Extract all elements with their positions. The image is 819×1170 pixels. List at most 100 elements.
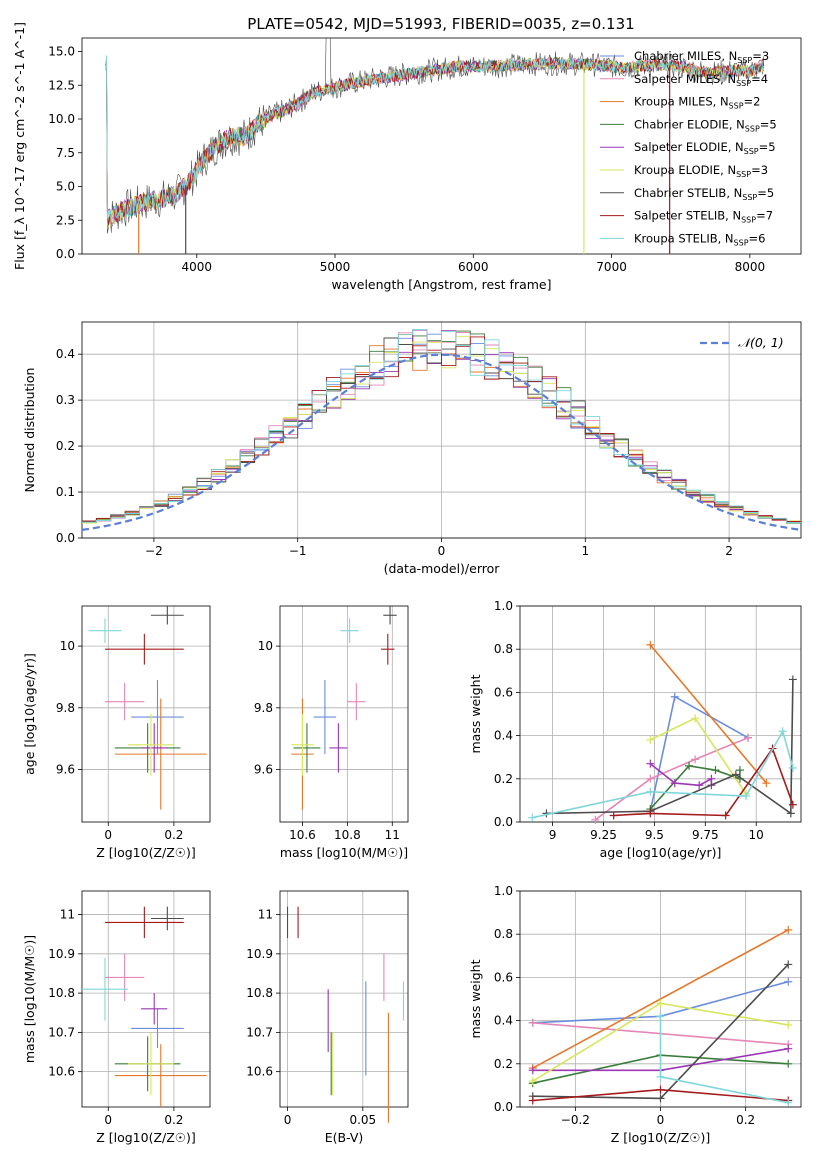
y-tick-label: 10.9 — [48, 947, 75, 961]
x-tick-label: 10.8 — [334, 828, 361, 842]
x-tick-label: 0.2 — [164, 1113, 183, 1127]
x-tick-label: 7000 — [596, 260, 627, 274]
legend-label: 𝒩(0, 1) — [738, 335, 784, 350]
x-tick-label: 11 — [385, 828, 400, 842]
y-tick-label: 0.1 — [56, 485, 75, 499]
spectrum-line — [105, 55, 765, 226]
y-axis-label: mass weight — [468, 674, 483, 753]
series-marker — [656, 1072, 665, 1081]
y-axis-label: age [log10(age/yr)] — [22, 653, 37, 775]
x-tick-label: −0.2 — [561, 1113, 590, 1127]
series-marker — [646, 759, 655, 768]
series-line — [649, 717, 747, 795]
axes-frame — [519, 605, 802, 823]
legend: Chabrier MILES, NSSP=3 Salpeter MILES, NS… — [600, 49, 777, 247]
y-tick-label: 1.0 — [494, 884, 513, 898]
series-marker — [735, 766, 744, 775]
series-marker — [784, 1059, 793, 1068]
y-axis-label: Normed distribution — [22, 368, 37, 493]
y-tick-label: 0.2 — [494, 772, 513, 786]
series-marker — [762, 779, 771, 788]
panel-mass_vs_EBV: 0 0.05 10.6 10.7 10.8 10.9 11 E(B-V) — [246, 890, 409, 1145]
panel-spectrum: 4000 5000 6000 7000 8000 0.0 2.5 5.0 7.5 10.0 12.5… — [12, 22, 802, 292]
y-tick-label: 0.4 — [494, 729, 513, 743]
legend-label: Salpeter ELODIE, NSSP=5 — [634, 140, 776, 156]
y-tick-label: 9.6 — [254, 763, 273, 777]
x-tick-label: 1 — [581, 544, 589, 558]
series-marker — [695, 781, 704, 790]
y-tick-label: 9.6 — [56, 763, 75, 777]
series-marker — [784, 925, 793, 934]
y-tick-label: 10 — [60, 639, 75, 653]
panel-residuals: −2 −1 0 1 2 0.0 0.1 0.2 0.3 0.4 (data-model)/error… — [22, 321, 802, 576]
legend-label: Kroupa MILES, NSSP=2 — [634, 95, 760, 111]
series-marker — [784, 960, 793, 969]
y-tick-label: 9.8 — [254, 701, 273, 715]
x-axis-label: (data-model)/error — [384, 561, 501, 576]
spectrum-line — [105, 56, 765, 227]
y-tick-label: 0.6 — [494, 685, 513, 699]
legend-label: Kroupa ELODIE, NSSP=3 — [634, 163, 768, 179]
y-tick-label: 10.0 — [48, 112, 75, 126]
series-line — [594, 737, 749, 821]
series-marker — [528, 1066, 537, 1075]
y-tick-label: 10.8 — [48, 986, 75, 1000]
series-marker — [646, 787, 655, 796]
x-axis-label: Z [log10(Z/Z☉)] — [96, 845, 196, 860]
axes-frame — [279, 890, 409, 1108]
y-tick-label: 0.0 — [494, 815, 513, 829]
series-marker — [784, 1020, 793, 1029]
x-tick-label: 0.05 — [349, 1113, 376, 1127]
series-marker — [591, 815, 600, 824]
y-tick-label: 0.2 — [56, 439, 75, 453]
series-marker — [670, 779, 679, 788]
gaussian-curve — [81, 353, 802, 531]
y-tick-label: 0.8 — [494, 642, 513, 656]
series-marker — [731, 770, 740, 779]
y-tick-label: 0.4 — [56, 347, 75, 361]
x-tick-label: 6000 — [458, 260, 489, 274]
series-marker — [721, 811, 730, 820]
x-tick-label: 10 — [749, 828, 764, 842]
y-tick-label: 10.9 — [246, 947, 273, 961]
y-tick-label: 0.8 — [494, 927, 513, 941]
x-axis-label: E(B-V) — [325, 1130, 364, 1145]
y-tick-label: 10 — [258, 639, 273, 653]
y-tick-label: 11 — [60, 908, 75, 922]
series-marker — [528, 1096, 537, 1105]
axes-frame — [81, 890, 211, 1108]
y-tick-label: 10.6 — [246, 1065, 273, 1079]
axes-frame — [81, 321, 802, 539]
x-axis-label: mass [log10(M/M☉)] — [280, 845, 408, 860]
legend-label: Kroupa STELIB, NSSP=6 — [634, 231, 765, 247]
x-tick-label: 0 — [438, 544, 446, 558]
legend-label: Chabrier STELIB, NSSP=5 — [634, 186, 774, 202]
y-tick-label: 7.5 — [56, 146, 75, 160]
x-tick-label: 0.2 — [164, 828, 183, 842]
series-marker — [788, 675, 797, 684]
series-marker — [685, 761, 694, 770]
y-tick-label: 0.3 — [56, 393, 75, 407]
panel-age_vs_mass: 10.6 10.8 11 9.6 9.8 10 mass [log10(M/M☉)] — [254, 605, 409, 860]
series-marker — [528, 813, 537, 822]
axes-frame — [81, 605, 211, 823]
legend-label: Salpeter STELIB, NSSP=7 — [634, 209, 773, 225]
y-tick-label: 0.0 — [494, 1100, 513, 1114]
series-marker — [788, 800, 797, 809]
y-tick-label: 15.0 — [48, 45, 75, 59]
y-tick-label: 5.0 — [56, 180, 75, 194]
series-marker — [784, 1098, 793, 1107]
y-tick-label: 1.0 — [494, 599, 513, 613]
y-tick-label: 12.5 — [48, 78, 75, 92]
axes-frame — [279, 605, 409, 823]
series-marker — [784, 1044, 793, 1053]
series-marker — [691, 755, 700, 764]
panel-age_vs_Z: 0 0.2 9.6 9.8 10 Z [log10(Z/Z☉)] age [log10(ag… — [22, 605, 211, 860]
x-tick-label: 0.2 — [736, 1113, 755, 1127]
x-axis-label: wavelength [Angstrom, rest frame] — [331, 277, 551, 292]
y-tick-label: 0.0 — [56, 247, 75, 261]
y-tick-label: 10.7 — [246, 1025, 273, 1039]
x-tick-label: 9.25 — [590, 828, 617, 842]
x-axis-label: Z [log10(Z/Z☉)] — [96, 1130, 196, 1145]
